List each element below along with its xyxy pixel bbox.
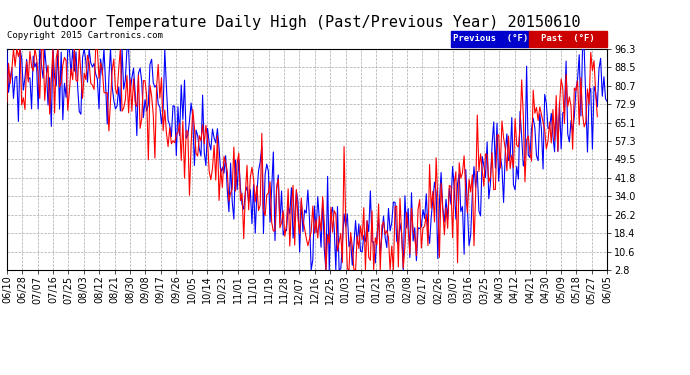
Title: Outdoor Temperature Daily High (Past/Previous Year) 20150610: Outdoor Temperature Daily High (Past/Pre… (33, 15, 581, 30)
Text: Copyright 2015 Cartronics.com: Copyright 2015 Cartronics.com (7, 31, 163, 40)
